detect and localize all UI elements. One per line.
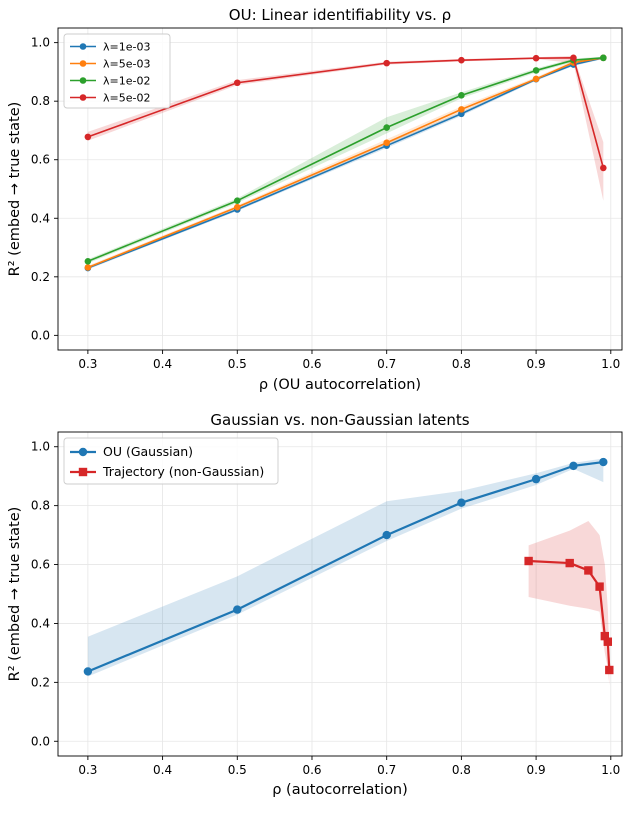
point-5e-02 (233, 79, 241, 87)
y-axis-label: R² (embed → true state) (7, 507, 23, 682)
legend-box (63, 33, 171, 109)
legend-box (63, 437, 279, 485)
point-ou-gaussian (599, 457, 608, 467)
y-tick-label: 0.2 (31, 675, 50, 689)
point-5e-02 (84, 133, 92, 141)
y-tick-label: 0.0 (31, 734, 50, 748)
legend-swatch-marker (79, 77, 87, 84)
x-tick-label: 0.4 (153, 763, 172, 777)
x-axis-label: ρ (OU autocorrelation) (259, 377, 421, 393)
point-1e-02 (532, 67, 540, 74)
x-tick-label: 0.4 (153, 357, 172, 371)
y-tick-label: 0.8 (31, 94, 50, 108)
x-tick-label: 0.7 (377, 763, 396, 777)
point-5e-03 (383, 139, 390, 147)
chart-gaussian-vs-nongaussian: Gaussian vs. non-Gaussian latents 0.3 0.4… (7, 411, 623, 798)
point-trajectory-non-gaussian (603, 637, 613, 646)
point-ou-gaussian (531, 474, 541, 484)
plot-frame (57, 27, 623, 351)
point-ou-gaussian (382, 530, 391, 540)
legend: λ=1e-03 λ=5e-03 λ=1e-02 λ=5e-02 (63, 33, 171, 109)
point-ou-gaussian (83, 667, 93, 676)
legend-label: OU (Gaussian) (103, 444, 193, 459)
y-tick-label: 0.4 (31, 616, 50, 630)
point-trajectory-non-gaussian (595, 582, 604, 591)
chart-ou-identifiability: OU: Linear identifiability vs. ρ 0.3 0.4 0… (7, 6, 623, 393)
x-tick-label: 0.9 (527, 763, 546, 777)
x-tick-label: 0.6 (302, 763, 321, 777)
legend-swatch-marker (79, 94, 87, 101)
legend-swatch-marker (79, 43, 87, 50)
y-tick-label: 0.6 (31, 558, 50, 572)
legend-swatch-marker (78, 447, 88, 457)
legend: OU (Gaussian) Trajectory (non-Gaussian) (63, 437, 279, 485)
point-5e-02 (600, 164, 607, 172)
x-tick-label: 1.0 (601, 763, 620, 777)
point-1e-02 (84, 258, 92, 265)
band-ou-gaussian (87, 458, 604, 677)
point-trajectory-non-gaussian (565, 558, 574, 568)
x-tick-label: 0.8 (452, 357, 471, 371)
x-tick-label: 0.8 (452, 763, 471, 777)
legend-label: Trajectory (non-Gaussian) (102, 464, 264, 479)
y-axis-label: R² (embed → true state) (7, 102, 23, 277)
y-tick-label: 1.0 (31, 440, 50, 454)
point-ou-gaussian (233, 605, 242, 614)
point-ou-gaussian (457, 498, 466, 507)
point-5e-03 (532, 75, 540, 83)
point-trajectory-non-gaussian (524, 556, 533, 566)
y-tick-label: 0.4 (31, 211, 50, 225)
point-5e-02 (532, 54, 540, 62)
band-trajectory-non-gaussian (528, 520, 610, 686)
band-5e-02 (87, 55, 604, 201)
x-tick-label: 0.5 (228, 357, 247, 371)
point-trajectory-non-gaussian (605, 665, 614, 675)
chart-title: OU: Linear identifiability vs. ρ (229, 6, 451, 24)
x-tick-label: 0.5 (228, 763, 247, 777)
line-ou-gaussian (87, 460, 604, 673)
point-ou-gaussian (569, 461, 578, 471)
legend-label: λ=1e-02 (103, 75, 150, 88)
legend-swatch-marker (79, 60, 87, 67)
y-tick-label: 0.2 (31, 270, 50, 284)
point-1e-02 (600, 54, 607, 62)
x-tick-label: 0.3 (78, 763, 97, 777)
y-tick-label: 0.6 (31, 153, 50, 167)
y-tick-label: 0.0 (31, 328, 50, 342)
point-5e-02 (383, 59, 390, 67)
x-tick-label: 0.3 (78, 357, 97, 371)
x-tick-label: 0.6 (302, 357, 321, 371)
y-tick-label: 0.8 (31, 499, 50, 513)
point-1e-02 (233, 197, 241, 205)
point-5e-03 (458, 106, 465, 113)
point-5e-03 (84, 264, 92, 271)
point-1e-02 (383, 124, 390, 131)
x-tick-label: 0.9 (527, 357, 546, 371)
plot-frame (57, 431, 623, 757)
point-1e-02 (458, 92, 465, 99)
point-trajectory-non-gaussian (600, 631, 610, 641)
legend-label: λ=5e-02 (103, 92, 150, 105)
point-5e-02 (570, 54, 577, 62)
point-5e-02 (458, 56, 465, 64)
legend-label: λ=5e-03 (103, 58, 150, 71)
legend-swatch-marker (78, 467, 88, 477)
x-tick-label: 0.7 (377, 357, 396, 371)
y-tick-label: 1.0 (31, 36, 50, 50)
point-5e-03 (233, 203, 241, 211)
chart-title: Gaussian vs. non-Gaussian latents (210, 411, 469, 429)
legend-label: λ=1e-03 (103, 41, 150, 54)
x-tick-label: 1.0 (601, 357, 620, 371)
x-axis-label: ρ (autocorrelation) (272, 782, 408, 798)
point-trajectory-non-gaussian (584, 566, 593, 575)
